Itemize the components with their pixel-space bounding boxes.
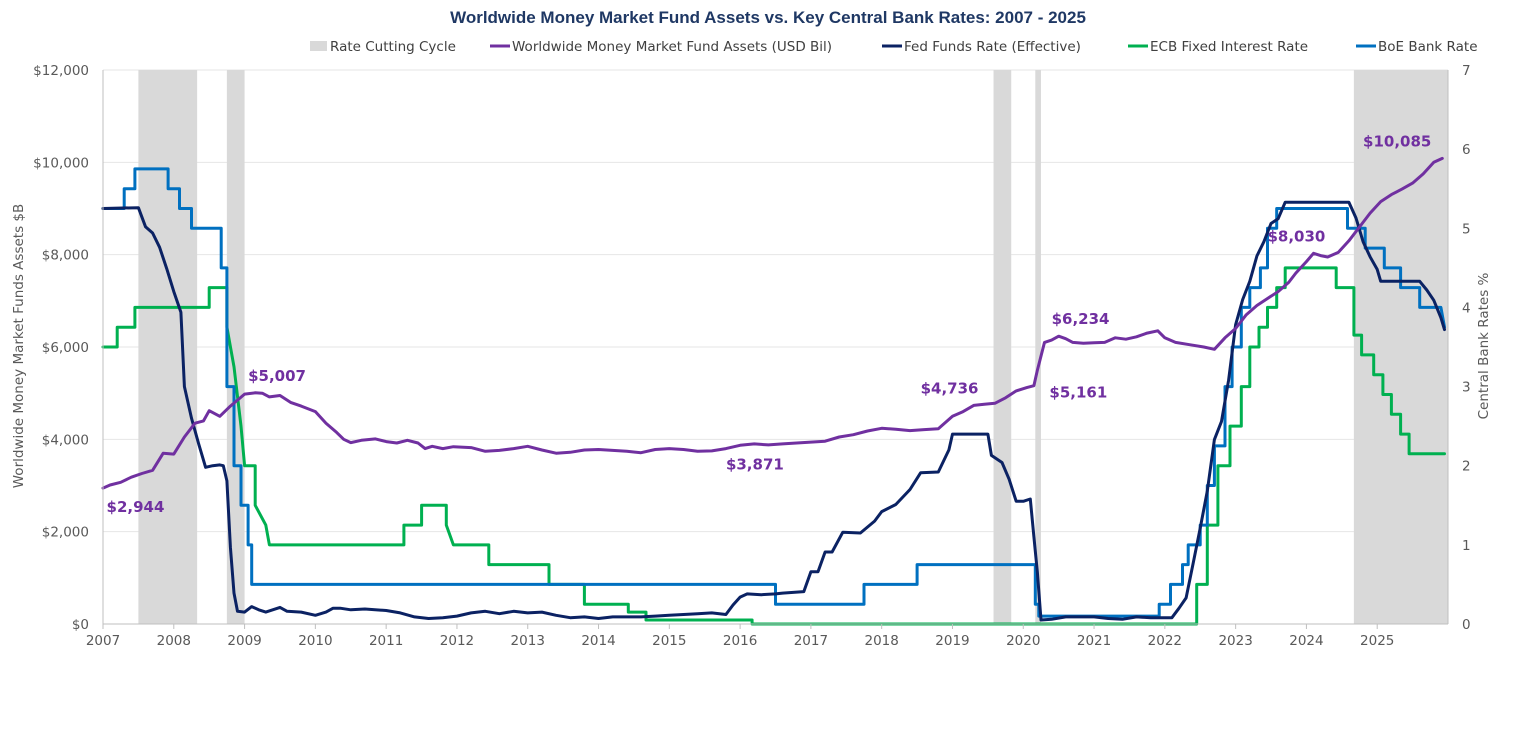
y-tick-left: $4,000 <box>42 432 89 448</box>
legend-label: BoE Bank Rate <box>1378 39 1478 55</box>
y-tick-right: 2 <box>1462 459 1471 475</box>
y-axis-left-title: Worldwide Money Market Funds Assets $B <box>11 204 27 489</box>
x-tick-label: 2018 <box>865 633 899 649</box>
data-label: $2,944 <box>107 498 165 516</box>
x-tick-label: 2019 <box>935 633 969 649</box>
x-tick-label: 2016 <box>723 633 757 649</box>
x-tick-label: 2012 <box>440 633 474 649</box>
gridlines <box>103 69 1448 533</box>
y-tick-left: $2,000 <box>42 525 89 541</box>
legend-label: Fed Funds Rate (Effective) <box>904 39 1081 55</box>
y-tick-left: $10,000 <box>33 155 89 171</box>
axes: $0 $2,000 $4,000 $6,000 $8,000 $10,000 $12,000… <box>33 63 1470 649</box>
annotations: $2,944 $5,007 $3,871 $4,736 $5,161 $6,234 $8,0… <box>107 132 1432 516</box>
x-tick-label: 2022 <box>1148 633 1182 649</box>
y-tick-right: 4 <box>1462 300 1471 316</box>
legend-label: Rate Cutting Cycle <box>330 39 456 55</box>
data-label: $6,234 <box>1052 310 1110 328</box>
x-tick-label: 2013 <box>511 633 545 649</box>
data-label: $10,085 <box>1363 132 1431 150</box>
x-tick-label: 2015 <box>652 633 686 649</box>
data-label: $5,007 <box>248 367 306 385</box>
x-tick-label: 2024 <box>1289 633 1323 649</box>
chart-title: Worldwide Money Market Fund Assets vs. K… <box>450 8 1086 27</box>
rate-cutting-band <box>1035 70 1041 624</box>
y-tick-left: $12,000 <box>33 63 89 79</box>
x-tick-label: 2010 <box>298 633 332 649</box>
series-line-ecb-fixed-interest-rate <box>101 266 1446 626</box>
data-label: $8,030 <box>1267 227 1325 245</box>
series-line-boe-bank-rate <box>101 167 1446 618</box>
series-line-fed-funds-rate-effective <box>101 200 1446 622</box>
y-tick-left: $0 <box>72 617 89 633</box>
x-tick-label: 2021 <box>1077 633 1111 649</box>
series-line-worldwide-money-market-fund-assets-usd-bil <box>101 156 1444 490</box>
y-tick-left: $8,000 <box>42 248 89 264</box>
series-lines <box>101 156 1446 626</box>
y-axis-right-title: Central Bank Rates % <box>1476 272 1492 419</box>
x-tick-label: 2014 <box>581 633 615 649</box>
x-tick-label: 2008 <box>157 633 191 649</box>
rate-cutting-band <box>138 70 198 624</box>
rate-cutting-shades <box>138 70 1448 624</box>
x-tick-label: 2020 <box>1006 633 1040 649</box>
x-tick-label: 2025 <box>1360 633 1394 649</box>
legend-swatch-box <box>310 41 327 51</box>
rate-cutting-band <box>1353 70 1448 624</box>
y-tick-right: 1 <box>1462 538 1471 554</box>
x-tick-label: 2009 <box>227 633 261 649</box>
y-tick-right: 5 <box>1462 221 1471 237</box>
data-label: $5,161 <box>1049 384 1107 402</box>
x-tick-label: 2011 <box>369 633 403 649</box>
y-tick-left: $6,000 <box>42 340 89 356</box>
y-tick-right: 3 <box>1462 380 1471 396</box>
y-tick-right: 0 <box>1462 617 1471 633</box>
x-tick-label: 2007 <box>86 633 120 649</box>
legend-label: ECB Fixed Interest Rate <box>1150 39 1308 55</box>
data-label: $4,736 <box>921 379 979 397</box>
y-tick-right: 7 <box>1462 63 1471 79</box>
data-label: $3,871 <box>726 455 784 473</box>
y-tick-right: 6 <box>1462 142 1471 158</box>
legend: Rate Cutting Cycle Worldwide Money Market… <box>310 39 1478 55</box>
rate-cutting-band <box>993 70 1012 624</box>
legend-label: Worldwide Money Market Fund Assets (USD … <box>512 39 832 55</box>
x-tick-label: 2023 <box>1218 633 1252 649</box>
x-tick-label: 2017 <box>794 633 828 649</box>
